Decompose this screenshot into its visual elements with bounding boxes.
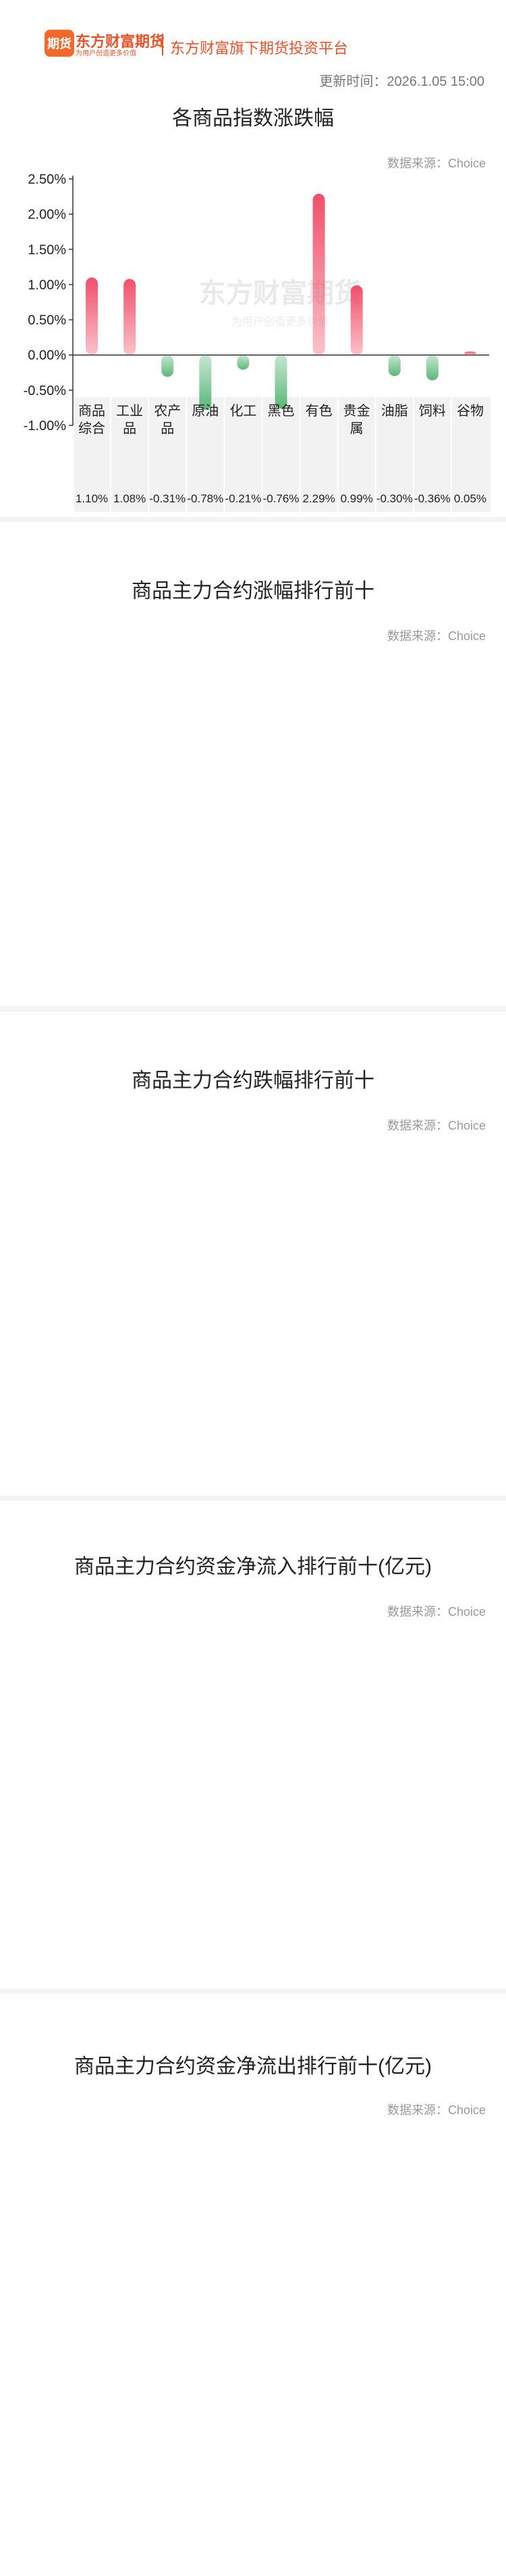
platform-tagline: 东方财富旗下期货投资平台 xyxy=(170,40,349,57)
category-label: 农产 xyxy=(154,403,181,419)
category-label: 原油 xyxy=(192,403,219,419)
category-label: 油脂 xyxy=(381,403,408,419)
bar xyxy=(463,351,476,355)
category-label: 综合 xyxy=(78,421,105,436)
category-label: 品 xyxy=(161,421,174,436)
header-divider xyxy=(162,34,163,55)
bar xyxy=(86,278,99,355)
bar xyxy=(312,193,325,355)
bar xyxy=(199,354,212,411)
data-source: 数据来源：Choice xyxy=(387,1605,486,1619)
section-separator xyxy=(0,1006,506,1011)
y-tick-label: 2.00% xyxy=(28,207,66,222)
chart-title: 商品主力合约跌幅排行前十 xyxy=(132,1070,374,1092)
chart-title: 商品主力合约资金净流入排行前十(亿元) xyxy=(74,1556,432,1578)
bar xyxy=(123,279,136,355)
bar-chart: 东方财富期货为用户创造更多价值6.005.004.003.002.001.000… xyxy=(0,0,506,574)
value-label: -0.78% xyxy=(187,492,223,505)
category-label-band xyxy=(74,397,490,512)
category-label: 化工 xyxy=(229,403,256,419)
chart-title: 商品主力合约涨幅排行前十 xyxy=(132,580,374,602)
value-label: 0.05% xyxy=(454,492,486,505)
chart-title: 商品主力合约资金净流出排行前十(亿元) xyxy=(74,2055,432,2078)
value-label: -0.76% xyxy=(263,492,300,505)
bar xyxy=(161,354,174,377)
category-label: 贵金 xyxy=(343,403,370,419)
y-tick-label: 1.00% xyxy=(28,278,66,292)
bar xyxy=(237,354,250,370)
update-time: 更新时间：2026.1.05 15:00 xyxy=(319,74,484,89)
value-label: 1.08% xyxy=(113,492,146,505)
category-label: 饲料 xyxy=(419,403,446,419)
bar xyxy=(275,354,287,409)
brand-logo: 期货 xyxy=(45,30,74,57)
category-label: 有色 xyxy=(306,403,333,419)
chart-title: 各商品指数涨跌幅 xyxy=(172,107,334,130)
data-source: 数据来源：Choice xyxy=(387,157,486,170)
watermark-text: 东方财富期货 xyxy=(199,279,361,309)
watermark-subtext: 为用户创造更多价值 xyxy=(231,316,329,328)
data-source: 数据来源：Choice xyxy=(387,2103,486,2117)
brand-name: 东方财富期货 xyxy=(76,33,165,50)
bar xyxy=(426,354,439,381)
y-tick-label: 2.50% xyxy=(28,172,66,187)
value-label: -0.21% xyxy=(225,492,261,505)
value-label: -0.30% xyxy=(376,492,413,505)
value-label: -0.31% xyxy=(149,492,186,505)
category-label: 属 xyxy=(350,421,364,436)
section-separator xyxy=(0,517,506,522)
data-source: 数据来源：Choice xyxy=(387,629,486,643)
page-header: 期货 东方财富期货 为用户创造更多价值 东方财富旗下期货投资平台 xyxy=(0,0,506,57)
section-separator xyxy=(0,1989,506,1994)
data-source: 数据来源：Choice xyxy=(387,1119,486,1132)
category-label: 黑色 xyxy=(268,403,295,419)
y-tick-label: -1.00% xyxy=(24,419,67,433)
category-label: 品 xyxy=(123,421,136,436)
y-tick-label: 0.50% xyxy=(28,313,66,328)
bar xyxy=(388,354,401,376)
value-label: -0.36% xyxy=(414,492,451,505)
brand-slogan: 为用户创造更多价值 xyxy=(76,50,136,57)
y-tick-label: 0.00% xyxy=(28,348,66,363)
value-label: 1.10% xyxy=(76,492,108,505)
section-separator xyxy=(0,1496,506,1501)
category-label: 工业 xyxy=(116,403,143,419)
y-tick-label: 1.50% xyxy=(28,242,66,257)
category-label: 谷物 xyxy=(457,403,484,419)
bar xyxy=(350,285,363,355)
category-label: 商品 xyxy=(78,403,105,419)
y-tick-label: -0.50% xyxy=(24,384,67,398)
value-label: 2.29% xyxy=(302,492,335,505)
value-label: 0.99% xyxy=(341,492,373,505)
